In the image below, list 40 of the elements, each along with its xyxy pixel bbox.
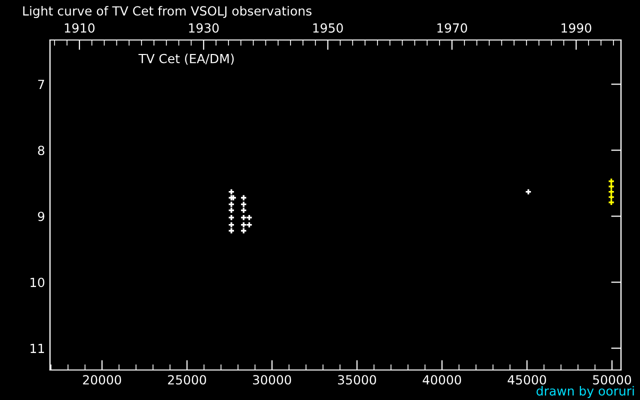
x-tick-label: 20000 bbox=[83, 375, 122, 385]
point bbox=[228, 200, 235, 208]
point bbox=[246, 214, 253, 221]
x2-tick-label: 1970 bbox=[437, 23, 468, 33]
point bbox=[228, 221, 235, 228]
point bbox=[608, 188, 615, 196]
x2-tick-label: 1910 bbox=[64, 23, 95, 33]
y-tick-label: 8 bbox=[38, 146, 44, 156]
y-tick-label: 11 bbox=[30, 344, 44, 353]
x-tick-label: 30000 bbox=[253, 375, 292, 385]
y-tick-label: 10 bbox=[30, 278, 44, 288]
x2-tick-label: 1990 bbox=[562, 23, 592, 33]
point bbox=[228, 214, 235, 221]
text: drawn by ooruri bbox=[536, 386, 634, 398]
point bbox=[524, 188, 532, 196]
x2-tick-label: 1950 bbox=[313, 23, 343, 33]
point bbox=[240, 221, 248, 228]
x-tick-label: 35000 bbox=[338, 375, 376, 385]
x2-tick-label: 1930 bbox=[189, 23, 219, 33]
point bbox=[228, 188, 235, 196]
y-tick-label: 7 bbox=[38, 80, 44, 89]
x-tick-label: 45000 bbox=[508, 375, 546, 385]
text: TV Cet (EA/DM) bbox=[138, 54, 234, 65]
point bbox=[608, 183, 615, 190]
point bbox=[240, 227, 248, 234]
point bbox=[246, 221, 253, 228]
point bbox=[240, 206, 248, 214]
x-tick-label: 25000 bbox=[168, 375, 206, 385]
chart-title: Light curve of TV Cet from VSOLJ observations bbox=[23, 6, 312, 18]
point bbox=[240, 214, 248, 221]
x-tick-label: 40000 bbox=[422, 375, 462, 385]
point bbox=[240, 200, 248, 208]
point bbox=[228, 227, 235, 234]
point bbox=[608, 198, 615, 206]
y-tick-label: 9 bbox=[38, 212, 44, 222]
x-tick-label: 50000 bbox=[593, 375, 632, 385]
point bbox=[608, 194, 615, 201]
point bbox=[240, 194, 248, 202]
point bbox=[608, 178, 615, 185]
point bbox=[228, 206, 235, 214]
